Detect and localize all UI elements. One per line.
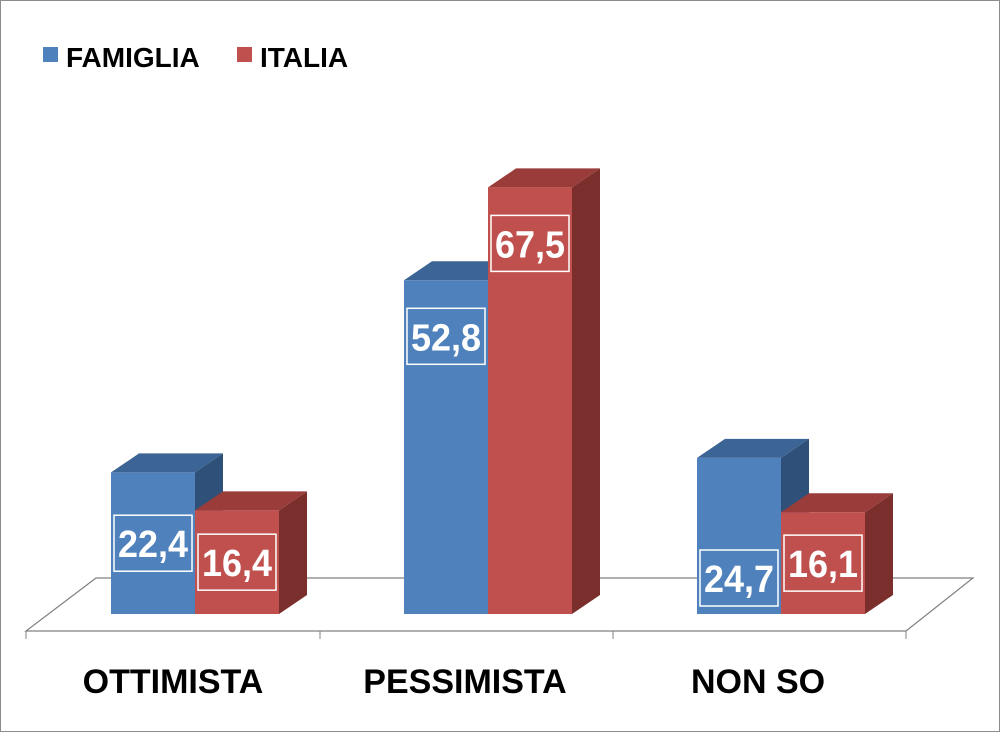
data-label-famiglia-non-so-text: 24,7: [704, 559, 774, 601]
bar-famiglia-ottimista-front: [111, 472, 195, 614]
data-label-famiglia-non-so: 24,7: [699, 549, 779, 607]
chart-floor: [24, 577, 975, 639]
data-label-italia-pessimista: 67,5: [490, 214, 570, 273]
legend: FAMIGLIA ITALIA: [43, 42, 348, 73]
data-label-italia-non-so-text: 16,1: [788, 544, 858, 586]
bar-italia-ottimista-front: [195, 510, 279, 614]
legend-label-italia: ITALIA: [260, 42, 348, 73]
bar-italia-non-so-side: [865, 493, 893, 614]
data-label-italia-ottimista-box: [197, 533, 277, 591]
data-label-famiglia-ottimista-box: [113, 514, 193, 572]
data-label-famiglia-pessimista-text: 52,8: [411, 317, 481, 359]
data-labels-group: 22,4 16,4 52,8 67,5 24,7 16,1: [113, 214, 863, 607]
data-label-famiglia-non-so-box: [699, 549, 779, 607]
x-tick-label-ottimista: OTTIMISTA: [83, 663, 264, 701]
data-label-italia-non-so: 16,1: [783, 534, 863, 592]
data-label-italia-pessimista-box: [490, 214, 570, 273]
x-tick-label-pessimista: PESSIMISTA: [363, 663, 566, 701]
data-label-italia-non-so-box: [783, 534, 863, 592]
data-label-italia-ottimista-text: 16,4: [202, 543, 272, 585]
data-label-italia-ottimista: 16,4: [197, 533, 277, 591]
legend-swatch-famiglia: [43, 47, 58, 62]
bar-italia-non-so: [781, 493, 893, 614]
bar-italia-non-so-top: [781, 493, 893, 513]
bar-italia-ottimista-top: [195, 491, 307, 511]
data-label-famiglia-ottimista: 22,4: [113, 514, 193, 572]
bar-italia-ottimista-side: [279, 491, 307, 614]
bar-famiglia-ottimista-top: [111, 453, 223, 473]
bar-famiglia-non-so-top: [697, 438, 809, 458]
legend-item-italia: ITALIA: [237, 42, 348, 73]
data-label-famiglia-pessimista-box: [406, 307, 486, 366]
legend-item-famiglia: FAMIGLIA: [43, 42, 200, 73]
x-axis-labels: OTTIMISTA PESSIMISTA NON SO: [83, 663, 825, 701]
bar-italia-pessimista-side: [572, 168, 600, 614]
data-label-famiglia-ottimista-text: 22,4: [118, 524, 188, 566]
data-label-famiglia-pessimista: 52,8: [406, 307, 486, 366]
bar-famiglia-pessimista-front: [404, 280, 488, 614]
x-tick-label-non-so: NON SO: [691, 663, 825, 701]
bar-italia-non-so-front: [781, 512, 865, 614]
bar-italia-ottimista: [195, 491, 307, 614]
bar-italia-pessimista-front: [488, 187, 572, 614]
bar-famiglia-non-so-front: [697, 457, 781, 614]
bar-italia-pessimista-top: [488, 168, 600, 188]
legend-swatch-italia: [237, 47, 252, 62]
legend-label-famiglia: FAMIGLIA: [66, 42, 200, 73]
data-label-italia-pessimista-text: 67,5: [495, 224, 565, 266]
bar-italia-pessimista: [488, 168, 600, 614]
